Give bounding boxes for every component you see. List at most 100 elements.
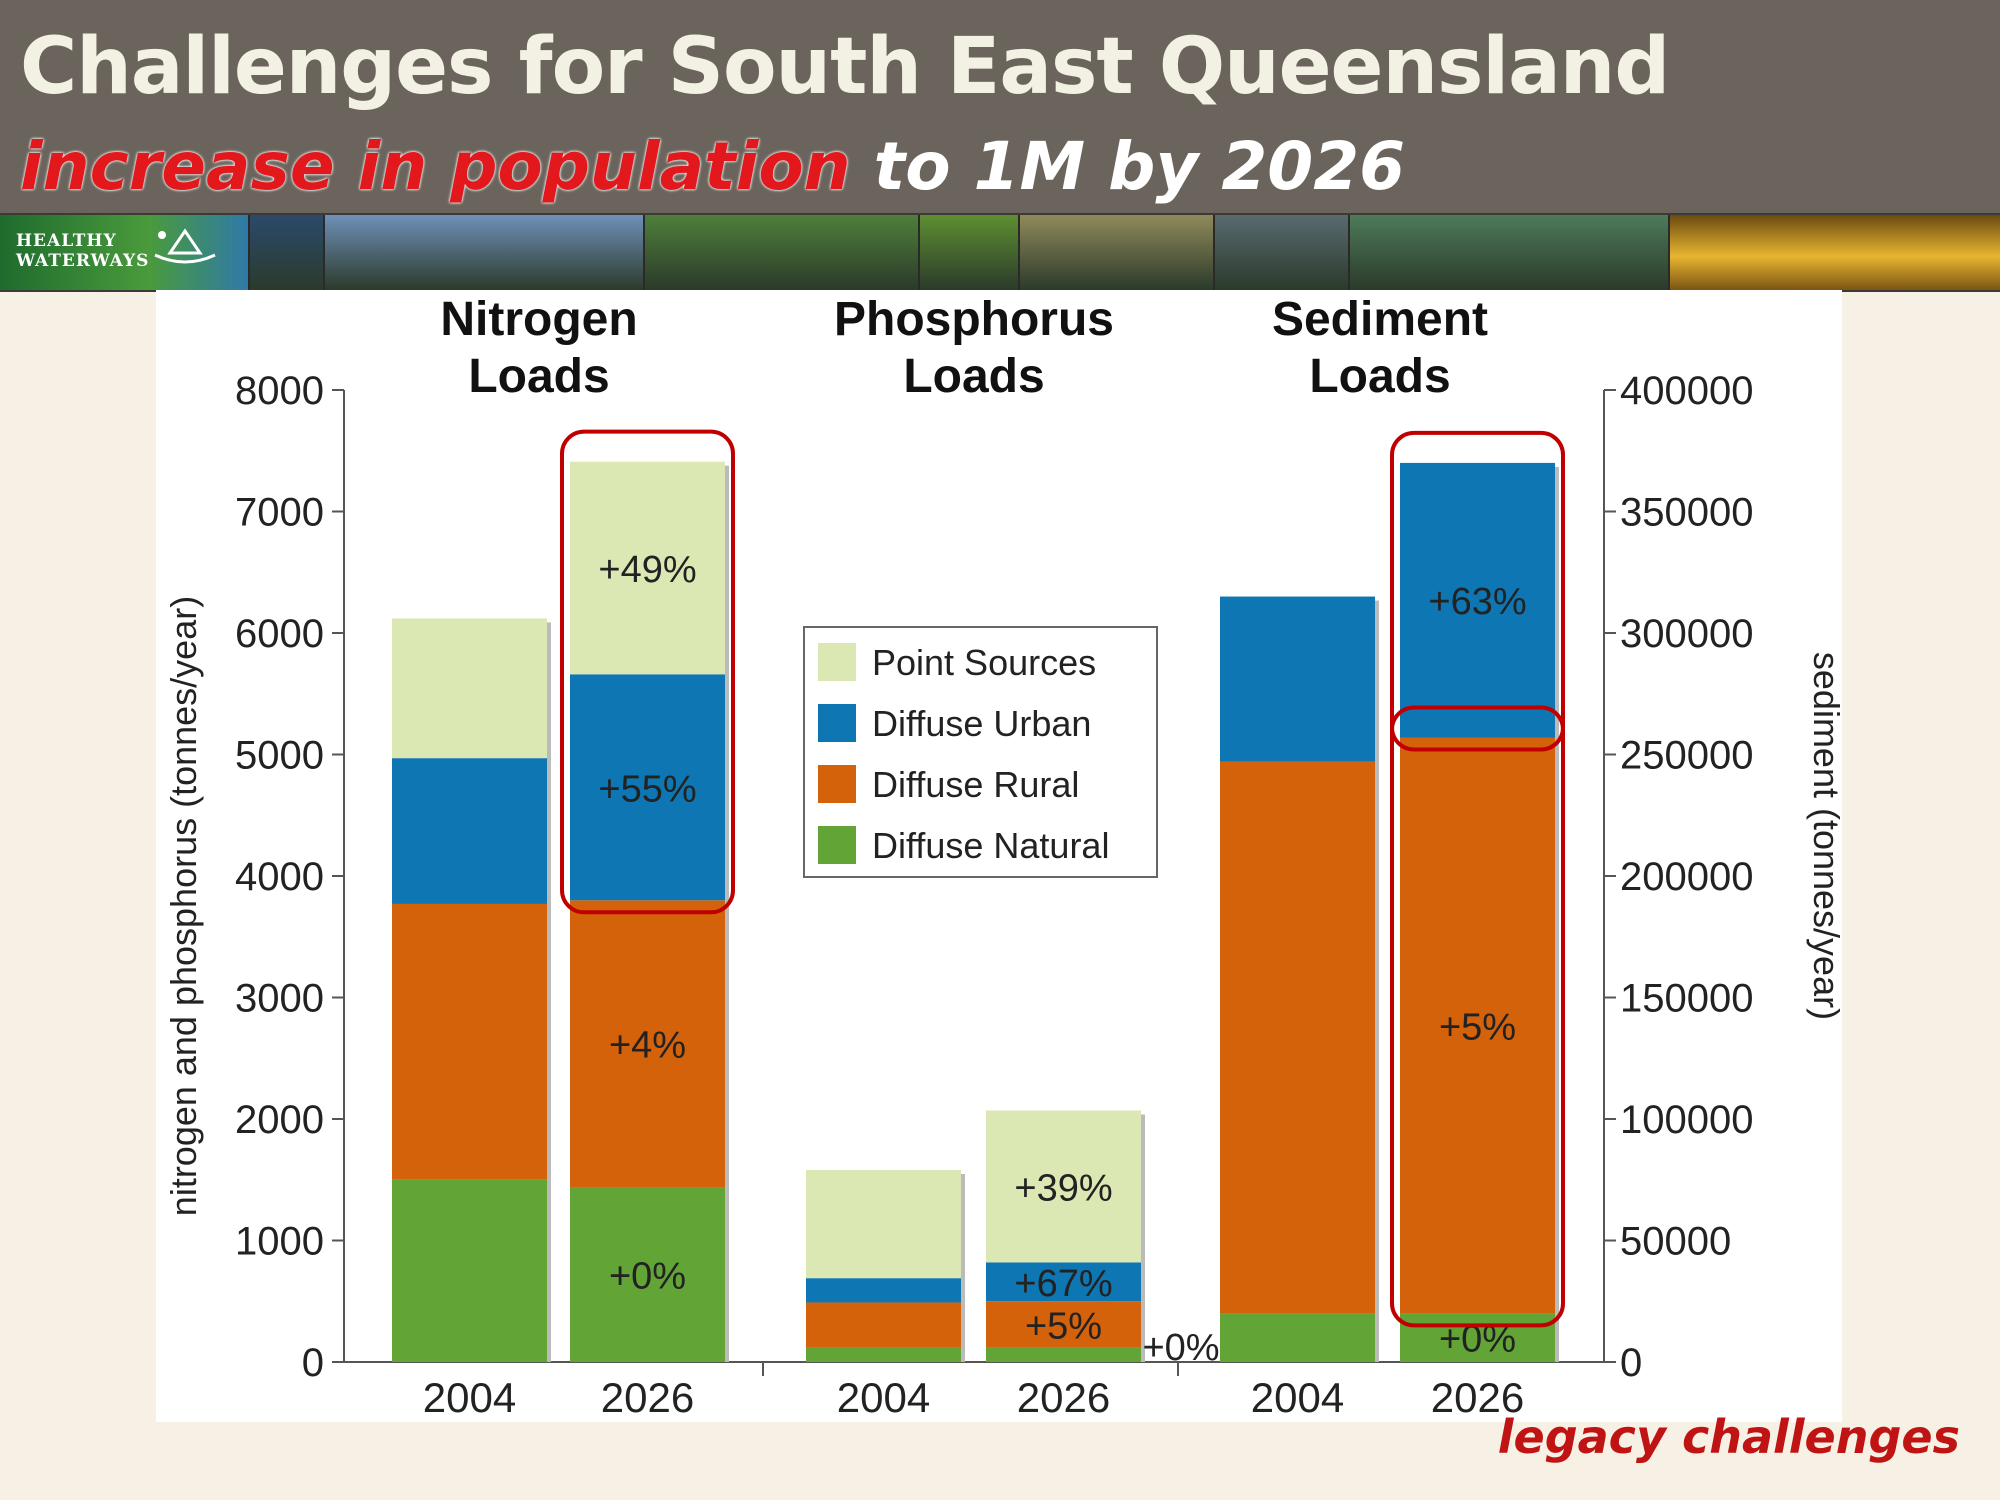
phosphorus-2026-diffuse-urban-bar <box>986 1262 1141 1302</box>
phosphorus-2004-point-sources-bar <box>806 1170 961 1279</box>
right-tick-label: 150000 <box>1620 977 1753 1021</box>
slide-title: Challenges for South East Queensland <box>20 22 1670 112</box>
x-tick-label: 2004 <box>1251 1374 1344 1421</box>
highlight-box <box>560 429 735 915</box>
change-label: +67% <box>1014 1263 1112 1305</box>
sediment-2004-diffuse-rural-bar <box>1220 761 1375 1314</box>
x-tick-label: 2004 <box>837 1374 930 1421</box>
nitrogen-2004-diffuse-natural-bar <box>392 1179 547 1362</box>
left-axis-title: nitrogen and phosphorus (tonnes/year) <box>163 596 204 1216</box>
nitrogen-2004-point-sources-bar <box>392 618 547 759</box>
right-tick-label: 50000 <box>1620 1220 1731 1264</box>
bar-shadow <box>547 622 551 1362</box>
healthy-waterways-logo: HEALTHY WATERWAYS <box>0 215 250 290</box>
bar-shadow <box>725 465 729 1362</box>
left-tick-label: 8000 <box>235 369 324 413</box>
x-tick-label: 2004 <box>423 1374 516 1421</box>
stacked-bar-chart: 0 1000 2000 3000 4000 5000 6000 7000 8000 0 50000 1… <box>163 293 1842 1421</box>
sediment-2004-diffuse-urban-bar <box>1220 596 1375 762</box>
banner-photo-boat <box>1215 215 1350 290</box>
nitrogen-2026-point-sources-bar <box>570 461 725 675</box>
change-label: +0% <box>609 1256 686 1298</box>
left-tick-label: 7000 <box>235 491 324 535</box>
sediment-title-line2: Loads <box>1309 350 1450 403</box>
left-tick-label: 3000 <box>235 977 324 1021</box>
banner-photo-rocks <box>1020 215 1215 290</box>
change-label: +5% <box>1025 1305 1102 1347</box>
sediment-title-line1: Sediment <box>1272 293 1488 346</box>
right-tick-label: 200000 <box>1620 855 1753 899</box>
right-tick-label: 300000 <box>1620 612 1753 656</box>
bar-shadow <box>961 1174 965 1362</box>
subtitle-highlight: increase in population <box>20 128 851 205</box>
phosphorus-2004-diffuse-rural-bar <box>806 1302 961 1348</box>
banner-photo-creek <box>250 215 325 290</box>
right-tick-label: 0 <box>1620 1341 1642 1385</box>
banner-photo-stream <box>1350 215 1670 290</box>
legend-swatch-diffuse-natural <box>818 826 856 864</box>
nitrogen-2026-diffuse-urban-bar <box>570 674 725 901</box>
change-label: +4% <box>609 1025 686 1067</box>
x-tick-label: 2026 <box>601 1374 694 1421</box>
nitrogen-2026-diffuse-natural-bar <box>570 1187 725 1362</box>
change-label: +49% <box>598 549 696 591</box>
bar-shadow <box>1555 466 1559 1362</box>
bar-shadow <box>1375 600 1379 1362</box>
footer-note: legacy challenges <box>1497 1410 1960 1464</box>
phosphorus-title-line2: Loads <box>903 350 1044 403</box>
photo-banner: HEALTHY WATERWAYS <box>0 213 2000 292</box>
highlight-box <box>1390 430 1565 752</box>
x-tick-label: 2026 <box>1431 1374 1524 1421</box>
change-label: +63% <box>1428 581 1526 623</box>
nitrogen-2004-diffuse-urban-bar <box>392 758 547 904</box>
change-label: +39% <box>1014 1167 1112 1209</box>
subtitle-rest: to 1M by 2026 <box>850 128 1406 205</box>
left-tick-label: 5000 <box>235 734 324 778</box>
nitrogen-2004-diffuse-rural-bar <box>392 903 547 1180</box>
change-label: +0% <box>1142 1327 1219 1369</box>
right-tick-label: 400000 <box>1620 369 1753 413</box>
right-tick-label: 250000 <box>1620 734 1753 778</box>
banner-photo-sunset <box>1670 215 2000 290</box>
right-tick-label: 350000 <box>1620 491 1753 535</box>
legend-swatch-point-sources <box>818 643 856 681</box>
banner-photo-crops <box>920 215 1020 290</box>
banner-photo-canoe <box>325 215 645 290</box>
legend-label: Diffuse Natural <box>872 825 1109 866</box>
logo-line1: HEALTHY <box>16 231 117 251</box>
change-label: +55% <box>598 768 696 810</box>
slide-subtitle: increase in population to 1M by 2026 <box>20 128 1405 205</box>
sediment-2026-diffuse-urban-bar <box>1400 462 1555 738</box>
nitrogen-title-line1: Nitrogen <box>440 293 637 346</box>
sediment-2004-diffuse-natural-bar <box>1220 1313 1375 1362</box>
legend-label: Diffuse Rural <box>872 764 1079 805</box>
nitrogen-title-line2: Loads <box>468 350 609 403</box>
logo-line2: WATERWAYS <box>16 251 150 271</box>
highlight-box <box>1390 705 1565 1328</box>
phosphorus-2004-diffuse-urban-bar <box>806 1278 961 1303</box>
slide-header: Challenges for South East Queensland inc… <box>0 0 2000 213</box>
nitrogen-2026-diffuse-rural-bar <box>570 900 725 1188</box>
right-axis-title: sediment (tonnes/year) <box>1806 652 1842 1020</box>
phosphorus-2026-point-sources-bar <box>986 1110 1141 1263</box>
left-tick-label: 1000 <box>235 1220 324 1264</box>
legend-swatch-diffuse-rural <box>818 765 856 803</box>
left-tick-label: 0 <box>302 1341 324 1385</box>
left-tick-label: 4000 <box>235 855 324 899</box>
x-tick-label: 2026 <box>1017 1374 1110 1421</box>
right-tick-label: 100000 <box>1620 1098 1753 1142</box>
bar-shadow <box>1141 1114 1145 1362</box>
legend-label: Point Sources <box>872 642 1096 683</box>
legend-label: Diffuse Urban <box>872 703 1091 744</box>
banner-photo-pasture <box>645 215 920 290</box>
legend-swatch-diffuse-urban <box>818 704 856 742</box>
change-label: +5% <box>1439 1006 1516 1048</box>
sediment-2026-diffuse-natural-bar <box>1400 1313 1555 1362</box>
boat-logo-icon <box>154 228 216 264</box>
phosphorus-title-line1: Phosphorus <box>834 293 1114 346</box>
left-tick-label: 6000 <box>235 612 324 656</box>
phosphorus-2026-diffuse-natural-bar <box>986 1347 1141 1362</box>
left-tick-label: 2000 <box>235 1098 324 1142</box>
sediment-2026-diffuse-rural-bar <box>1400 737 1555 1314</box>
phosphorus-2004-diffuse-natural-bar <box>806 1347 961 1362</box>
